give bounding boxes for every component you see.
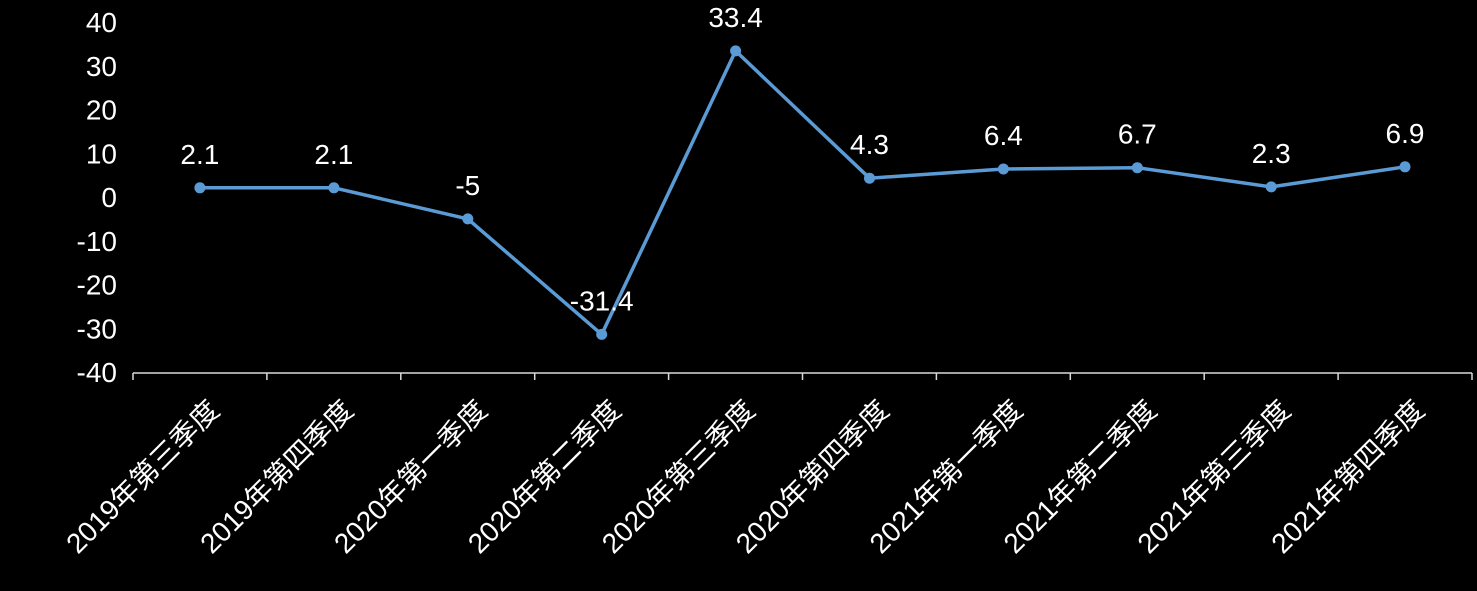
data-label-9: 6.9 [1386,118,1425,149]
data-point-9 [1399,161,1411,173]
y-tick-label: 20 [86,95,117,126]
data-point-5 [864,172,875,184]
data-labels: 2.1 2.1 -5 -31.4 33.4 4.3 6.4 6.7 2.3 6.9 [180,2,1425,316]
data-label-2: -5 [455,170,480,201]
x-axis [132,372,1473,380]
data-point-0 [194,182,206,194]
y-axis-tick-labels: 40 30 20 10 0 -10 -20 -30 -40 [77,7,117,388]
data-point-3 [596,328,608,340]
series-line [199,49,1406,337]
data-point-8 [1265,181,1277,193]
y-tick-label: 40 [86,7,117,38]
y-tick-label: 0 [101,182,117,213]
data-point-2 [462,213,474,225]
data-point-1 [328,182,340,194]
data-label-5: 4.3 [850,129,889,160]
data-label-0: 2.1 [180,139,219,170]
data-label-3: -31.4 [570,285,634,316]
data-label-7: 6.7 [1118,119,1157,150]
y-tick-label: -10 [77,226,117,257]
data-label-1: 2.1 [314,139,353,170]
y-tick-label: -20 [77,270,117,301]
data-point-6 [997,163,1009,175]
data-label-8: 2.3 [1252,138,1291,169]
data-label-4: 33.4 [708,2,763,33]
data-label-6: 6.4 [984,120,1023,151]
y-tick-label: -30 [77,313,117,344]
y-tick-label: 10 [86,138,117,169]
series-markers [194,45,1411,340]
data-point-4 [730,45,742,57]
data-point-7 [1131,162,1143,174]
y-tick-label: 30 [86,51,117,82]
y-tick-label: -40 [77,357,117,388]
